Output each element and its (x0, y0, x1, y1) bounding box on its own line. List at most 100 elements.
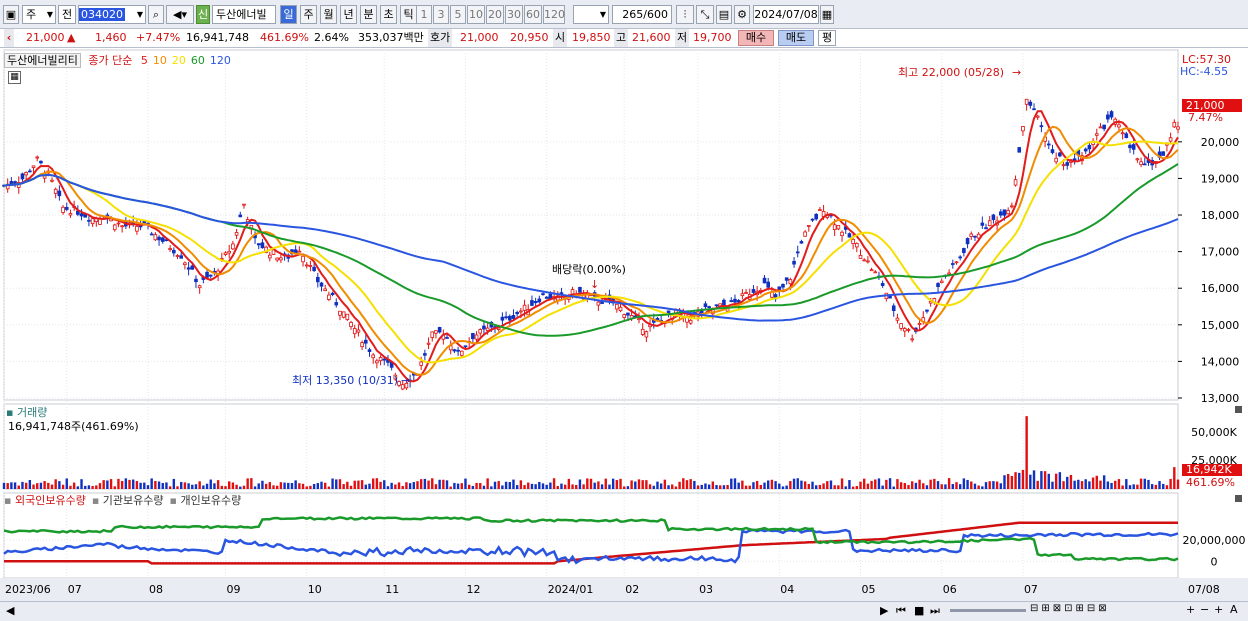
minute-tab[interactable]: 60 (524, 5, 542, 24)
period-tab[interactable]: 년 (340, 5, 357, 24)
period-tab[interactable]: 분 (360, 5, 377, 24)
volume-bar (139, 482, 142, 489)
minute-tab[interactable]: 5 (450, 5, 466, 24)
candle-body (744, 292, 748, 294)
gear-icon[interactable]: ⚙ (734, 5, 750, 24)
type-select[interactable]: 주 ▼ (22, 5, 56, 24)
volume-bar (235, 484, 238, 489)
stop-icon[interactable]: ■ (914, 604, 925, 617)
period-tab[interactable]: 틱 (400, 5, 417, 24)
volume-bar (726, 484, 729, 489)
volume-bar (10, 482, 13, 489)
volume-bar (268, 482, 272, 489)
minute-tab[interactable]: 3 (433, 5, 449, 24)
volume-bar (442, 479, 445, 489)
volume-bar (419, 479, 423, 489)
candle-body (382, 358, 387, 361)
scroll-left-icon[interactable]: ◀ (6, 604, 15, 617)
buy-button[interactable]: 매수 (738, 30, 774, 46)
candle-body (973, 235, 977, 238)
volume-bar (102, 480, 105, 489)
volume-bar (549, 482, 552, 489)
volume-bar (1091, 477, 1095, 489)
candle-body (991, 214, 996, 221)
ma-period-label: 20 (171, 54, 186, 67)
volume-bar (844, 486, 847, 489)
volume-bar (582, 484, 585, 489)
candle-body (906, 328, 911, 331)
candle-body (445, 337, 449, 339)
quote-change-pct: +7.47% (136, 31, 181, 44)
quote-bid: 20,950 (510, 31, 549, 44)
prev-button[interactable]: 전 (58, 5, 76, 24)
scroll-right-icon[interactable]: ▶ (880, 604, 889, 617)
minute-tab[interactable]: 120 (543, 5, 565, 24)
volume-bar (1088, 481, 1091, 489)
candle-body (507, 315, 512, 321)
volume-bar (586, 478, 589, 489)
volume-bar (24, 482, 28, 489)
volume-bar (1106, 481, 1110, 489)
zoom-in-icon[interactable]: + (1186, 603, 1196, 616)
candle-body (301, 255, 305, 263)
plus-icon[interactable]: + (1214, 603, 1224, 616)
volume-bar (54, 479, 57, 489)
chevron-down-icon: ▼ (46, 10, 53, 19)
volume-bar (733, 478, 737, 489)
volume-bar (216, 480, 220, 489)
period-tab[interactable]: 주 (300, 5, 317, 24)
candle-icon[interactable]: ⫶ (676, 5, 694, 24)
minute-tab[interactable]: 10 (467, 5, 485, 24)
volume-bar (1080, 481, 1084, 489)
volume-bar (445, 480, 449, 489)
low-label: 저 (675, 29, 690, 47)
volume-bar (1095, 475, 1098, 489)
volume-bar (250, 478, 253, 489)
candle-body (1065, 162, 1070, 166)
candle-body (530, 300, 534, 306)
period-tab[interactable]: 초 (380, 5, 397, 24)
volume-bar (962, 478, 966, 489)
minute-tab[interactable]: 20 (486, 5, 504, 24)
zoom-out-icon[interactable]: − (1200, 603, 1210, 616)
stock-name-tag[interactable]: 두산에너빌리티 (4, 53, 81, 68)
candle-body (925, 309, 929, 312)
candle-body (87, 219, 91, 222)
zoom-slider[interactable] (950, 609, 1026, 612)
first-icon[interactable]: ⏮ (896, 604, 906, 617)
speaker-icon[interactable]: ◀▾ (166, 5, 194, 24)
volume-bar (416, 481, 419, 489)
volume-bar (320, 481, 323, 489)
x-tick-label: 2023/06 (5, 583, 51, 596)
calendar-icon[interactable]: ▦ (820, 5, 834, 24)
blank-select[interactable]: ▼ (573, 5, 609, 24)
volume-last-tag: 16,942K (1182, 464, 1242, 476)
avg-button[interactable]: 평 (818, 30, 836, 46)
date-field[interactable]: 2024/07/08 (753, 5, 819, 24)
volume-bar (1139, 478, 1143, 489)
collapse-icon[interactable]: ‹ (4, 29, 14, 47)
period-tab[interactable]: 일 (280, 5, 297, 24)
minute-tab[interactable]: 1 (416, 5, 432, 24)
volume-bar (17, 485, 20, 489)
tool-icons[interactable]: ⊟⊞⊠⊡⊞⊟⊠ (1030, 603, 1110, 614)
volume-bar (571, 484, 574, 489)
period-tab[interactable]: 월 (320, 5, 337, 24)
grid-icon[interactable]: ▦ (8, 71, 21, 84)
search-icon[interactable]: ⌕ (148, 5, 164, 24)
chart-area[interactable]: 2023/06 07 08 09 10 11 12 2024/01 02 03 04 05 06 07 07… (0, 48, 1248, 621)
sell-button[interactable]: 매도 (778, 30, 814, 46)
volume-bar (493, 481, 497, 489)
candle-body (319, 282, 324, 287)
last-icon[interactable]: ⏭ (930, 604, 940, 617)
volume-bar (545, 484, 548, 489)
draw-icon[interactable]: ⤡ (696, 5, 714, 24)
window-icon[interactable]: ▣ (3, 5, 19, 24)
font-size-icon[interactable]: A (1230, 603, 1238, 616)
volume-pane-close-icon (1235, 406, 1242, 413)
save-icon[interactable]: ▤ (716, 5, 732, 24)
candle-body (208, 274, 213, 277)
count-field[interactable]: 265/600 (612, 5, 672, 24)
minute-tab[interactable]: 30 (505, 5, 523, 24)
code-input[interactable]: 034020 ▼ (78, 5, 146, 24)
